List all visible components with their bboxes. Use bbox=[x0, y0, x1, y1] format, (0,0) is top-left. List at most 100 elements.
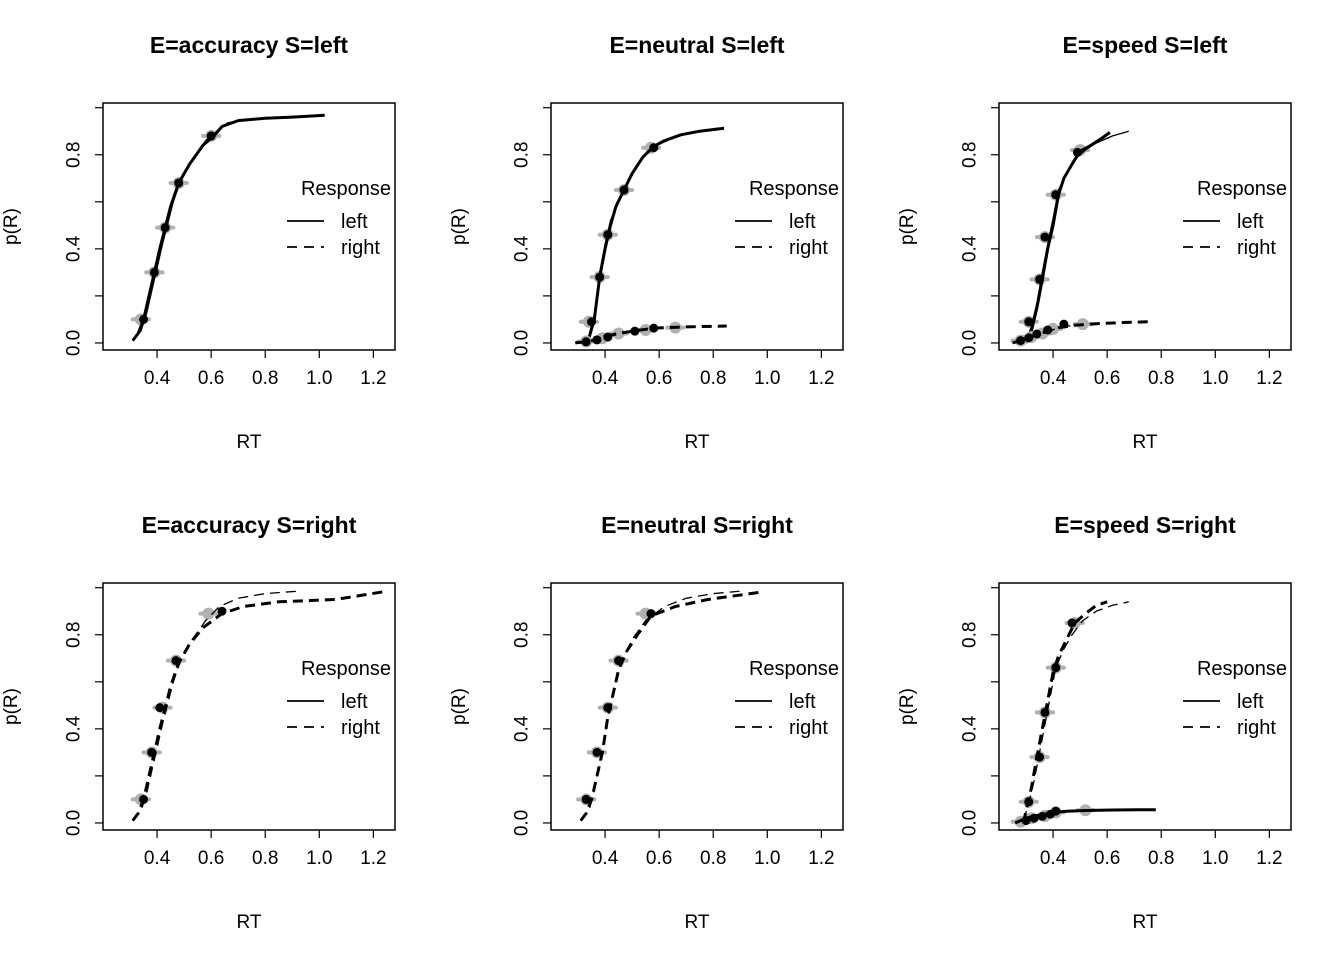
chart-title: E=neutral S=left bbox=[609, 32, 784, 58]
predicted-quantile-point bbox=[592, 335, 602, 345]
predicted-quantile-point bbox=[603, 230, 613, 240]
y-tick-label: 0.0 bbox=[512, 330, 533, 356]
x-tick-label: 0.4 bbox=[1040, 848, 1067, 869]
y-axis-label: p(R) bbox=[449, 688, 470, 725]
y-tick-label: 0.8 bbox=[960, 622, 981, 648]
legend-entry-right: right bbox=[1237, 717, 1276, 739]
y-tick-label: 0.0 bbox=[960, 330, 981, 356]
plot-data bbox=[576, 590, 760, 822]
predicted-quantile-point bbox=[630, 326, 640, 336]
x-tick-label: 1.0 bbox=[754, 848, 780, 869]
predicted-quantile-point bbox=[1024, 333, 1034, 343]
predicted-quantile-point bbox=[1024, 317, 1034, 327]
x-tick-label: 0.6 bbox=[646, 848, 672, 869]
plot-box bbox=[998, 102, 1292, 351]
predicted-quantile-point bbox=[1072, 147, 1082, 157]
predicted-quantile-point bbox=[1051, 663, 1061, 673]
x-axis-label: RT bbox=[685, 912, 710, 933]
predicted-quantile-point bbox=[1051, 806, 1061, 816]
y-tick-label: 0.0 bbox=[64, 330, 85, 356]
predicted-quantile-point bbox=[1035, 274, 1045, 284]
x-tick-label: 0.4 bbox=[1040, 368, 1067, 389]
panel-2: E=speed S=left 0.4 0.6 0.8 1.0 1.2 0.0 0.4 0.8 RT… bbox=[897, 32, 1292, 453]
legend-entry-right: right bbox=[789, 717, 828, 739]
x-tick-label: 0.4 bbox=[144, 368, 171, 389]
x-tick-label: 0.6 bbox=[1094, 368, 1120, 389]
y-tick-label: 0.4 bbox=[960, 715, 981, 742]
x-tick-label: 0.4 bbox=[144, 848, 171, 869]
chart-title: E=speed S=left bbox=[1063, 32, 1228, 58]
x-tick-label: 1.2 bbox=[360, 368, 386, 389]
x-tick-label: 0.4 bbox=[592, 848, 619, 869]
predicted-quantile-point bbox=[1051, 190, 1061, 200]
legend-entry-left: left bbox=[341, 211, 368, 233]
predicted-quantile-point bbox=[581, 794, 591, 804]
x-tick-label: 1.0 bbox=[1202, 368, 1228, 389]
plot-data bbox=[575, 126, 727, 348]
predicted-quantile-point bbox=[217, 606, 227, 616]
chart-title: E=accuracy S=right bbox=[142, 512, 357, 538]
predicted-quantile-point bbox=[603, 703, 613, 713]
y-tick-label: 0.4 bbox=[64, 235, 85, 262]
plot-box bbox=[102, 582, 396, 831]
predicted-line-right bbox=[1012, 320, 1148, 345]
plot-box bbox=[102, 102, 396, 351]
x-axis-label: RT bbox=[1133, 432, 1158, 453]
x-tick-label: 0.8 bbox=[700, 848, 726, 869]
y-tick-label: 0.4 bbox=[64, 715, 85, 742]
legend-title: Response bbox=[301, 178, 391, 200]
observed-line-right bbox=[1022, 601, 1129, 821]
x-tick-label: 0.4 bbox=[592, 368, 619, 389]
predicted-quantile-point bbox=[139, 794, 149, 804]
legend-entry-right: right bbox=[341, 717, 380, 739]
predicted-line-right bbox=[579, 590, 760, 822]
plot-data bbox=[130, 113, 325, 342]
x-tick-label: 0.8 bbox=[1148, 848, 1174, 869]
legend-entry-right: right bbox=[341, 237, 380, 259]
panel-4: E=neutral S=right 0.4 0.6 0.8 1.0 1.2 0.0 0.4 0.… bbox=[449, 512, 844, 933]
predicted-quantile-point bbox=[581, 337, 591, 347]
plot-box bbox=[998, 582, 1292, 831]
x-tick-label: 1.2 bbox=[360, 848, 386, 869]
x-tick-label: 1.0 bbox=[306, 368, 332, 389]
y-tick-label: 0.4 bbox=[512, 715, 533, 742]
predicted-quantile-point bbox=[646, 609, 656, 619]
y-tick-label: 0.0 bbox=[64, 810, 85, 836]
legend-entry-left: left bbox=[789, 691, 816, 713]
predicted-quantile-point bbox=[174, 178, 184, 188]
observed-quantile-point bbox=[202, 607, 215, 620]
plot-box bbox=[550, 102, 844, 351]
predicted-quantile-point bbox=[587, 317, 597, 327]
x-tick-label: 1.2 bbox=[1256, 368, 1282, 389]
plot-data bbox=[1010, 600, 1156, 828]
y-tick-label: 0.8 bbox=[960, 142, 981, 168]
y-tick-label: 0.8 bbox=[512, 622, 533, 648]
predicted-quantile-point bbox=[649, 143, 659, 153]
predicted-line-right bbox=[575, 324, 727, 345]
predicted-quantile-point bbox=[619, 185, 629, 195]
y-tick-label: 0.4 bbox=[512, 235, 533, 262]
x-tick-label: 0.6 bbox=[198, 368, 224, 389]
observed-quantile-point bbox=[612, 327, 625, 340]
plot-box bbox=[550, 582, 844, 831]
legend-entry-left: left bbox=[1237, 211, 1264, 233]
x-axis-label: RT bbox=[237, 912, 262, 933]
predicted-quantile-point bbox=[1035, 752, 1045, 762]
predicted-quantile-point bbox=[1029, 813, 1039, 823]
x-tick-label: 1.2 bbox=[808, 368, 834, 389]
x-axis-label: RT bbox=[685, 432, 710, 453]
x-tick-label: 0.8 bbox=[700, 368, 726, 389]
chart-title: E=speed S=right bbox=[1054, 512, 1236, 538]
legend-title: Response bbox=[749, 178, 839, 200]
x-axis-label: RT bbox=[1133, 912, 1158, 933]
predicted-line-right bbox=[131, 589, 388, 822]
predicted-quantile-point bbox=[1032, 329, 1042, 339]
x-tick-label: 0.6 bbox=[646, 368, 672, 389]
y-tick-label: 0.8 bbox=[64, 142, 85, 168]
legend-title: Response bbox=[301, 658, 391, 680]
chart-title: E=accuracy S=left bbox=[150, 32, 349, 58]
y-tick-label: 0.4 bbox=[960, 235, 981, 262]
predicted-quantile-point bbox=[147, 747, 157, 757]
predicted-quantile-point bbox=[160, 223, 170, 233]
panel-0: E=accuracy S=left 0.4 0.6 0.8 1.0 1.2 0.0 0.4 0.… bbox=[1, 32, 396, 453]
